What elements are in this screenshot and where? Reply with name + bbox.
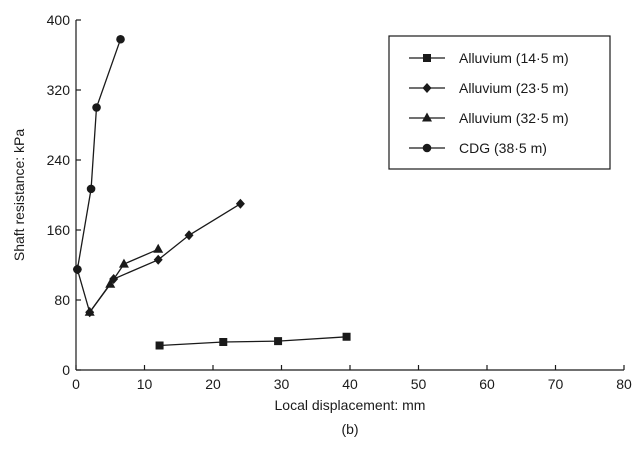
data-point	[155, 341, 164, 350]
legend-label: Alluvium (14·5 m)	[459, 50, 569, 66]
data-point	[219, 338, 228, 346]
series-line	[76, 203, 241, 314]
legend-entry: Alluvium (14·5 m)	[409, 50, 569, 66]
x-tick-label: 30	[274, 376, 290, 392]
x-tick-label: 10	[137, 376, 153, 392]
x-tick-label: 0	[72, 376, 80, 392]
legend-entry: CDG (38·5 m)	[409, 140, 547, 156]
data-point	[118, 258, 129, 268]
figure-caption: (b)	[341, 421, 358, 437]
data-point	[184, 230, 194, 241]
data-point	[235, 198, 245, 209]
legend-label: Alluvium (23·5 m)	[459, 80, 569, 96]
data-point	[84, 306, 95, 316]
x-axis-label: Local displacement: mm	[275, 397, 426, 413]
x-tick-label: 50	[411, 376, 427, 392]
y-tick-label: 160	[47, 222, 71, 238]
legend-entry: Alluvium (32·5 m)	[409, 110, 569, 126]
legend-label: CDG (38·5 m)	[459, 140, 547, 156]
y-axis-label: Shaft resistance: kPa	[11, 129, 27, 262]
x-tick-label: 80	[616, 376, 632, 392]
legend: Alluvium (14·5 m) Alluvium (23·5 m) Alluvi…	[388, 35, 611, 170]
series-line	[89, 248, 159, 313]
legend-marker	[422, 112, 432, 122]
data-point	[342, 332, 351, 341]
series-square	[155, 332, 351, 350]
legend-marker	[422, 143, 432, 153]
y-tick-label: 240	[47, 152, 71, 168]
data-point	[86, 184, 96, 194]
series-triangle	[84, 243, 164, 316]
legend-entry: Alluvium (23·5 m)	[409, 80, 569, 96]
series-circle	[73, 34, 125, 274]
data-point	[116, 34, 125, 44]
data-point	[274, 337, 283, 346]
x-tick-label: 20	[205, 376, 221, 392]
data-point	[105, 278, 116, 288]
plot-area	[72, 34, 351, 350]
legend-marker	[423, 54, 431, 62]
data-point	[153, 254, 163, 265]
y-tick-label: 0	[62, 362, 70, 378]
legend-label: Alluvium (32·5 m)	[459, 110, 569, 126]
data-point	[153, 243, 164, 253]
series-line	[76, 39, 122, 270]
axes: 0 10 20 30 40 50 60 70 80 0 80 160 240 320 400	[47, 12, 632, 392]
y-tick-label: 80	[54, 292, 70, 308]
series-line	[159, 336, 347, 347]
data-point	[73, 265, 82, 274]
y-tick-label: 400	[47, 12, 71, 28]
data-point	[92, 103, 101, 112]
legend-marker	[422, 83, 432, 93]
x-tick-label: 70	[548, 376, 564, 392]
y-tick-label: 320	[47, 82, 71, 98]
x-tick-label: 40	[342, 376, 358, 392]
x-tick-label: 60	[479, 376, 495, 392]
